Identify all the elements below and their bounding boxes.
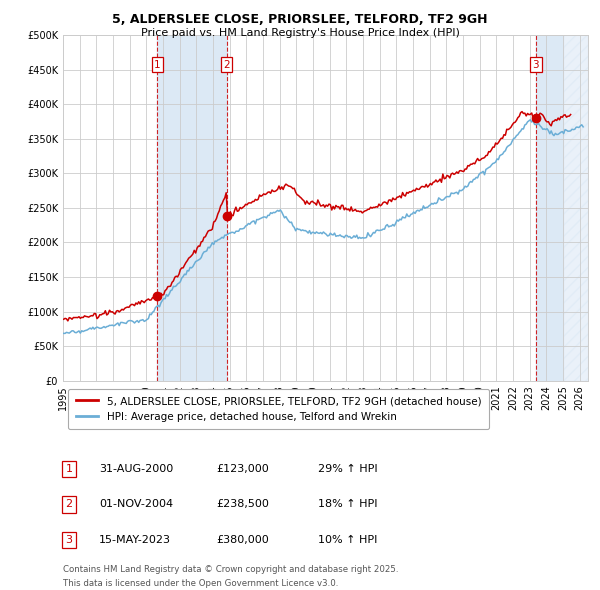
Text: 1: 1 xyxy=(154,60,161,70)
Text: 5, ALDERSLEE CLOSE, PRIORSLEE, TELFORD, TF2 9GH: 5, ALDERSLEE CLOSE, PRIORSLEE, TELFORD, … xyxy=(112,13,488,26)
Bar xyxy=(563,35,588,381)
Text: £238,500: £238,500 xyxy=(216,500,269,509)
Text: 1: 1 xyxy=(65,464,73,474)
Text: 15-MAY-2023: 15-MAY-2023 xyxy=(99,535,171,545)
Text: 3: 3 xyxy=(533,60,539,70)
Text: Contains HM Land Registry data © Crown copyright and database right 2025.: Contains HM Land Registry data © Crown c… xyxy=(63,565,398,574)
Text: 18% ↑ HPI: 18% ↑ HPI xyxy=(318,500,377,509)
Text: 29% ↑ HPI: 29% ↑ HPI xyxy=(318,464,377,474)
Text: £123,000: £123,000 xyxy=(216,464,269,474)
Bar xyxy=(536,35,563,381)
Bar xyxy=(157,35,227,381)
Text: £380,000: £380,000 xyxy=(216,535,269,545)
Text: 31-AUG-2000: 31-AUG-2000 xyxy=(99,464,173,474)
Text: 10% ↑ HPI: 10% ↑ HPI xyxy=(318,535,377,545)
Text: Price paid vs. HM Land Registry's House Price Index (HPI): Price paid vs. HM Land Registry's House … xyxy=(140,28,460,38)
Text: 2: 2 xyxy=(65,500,73,509)
Text: 01-NOV-2004: 01-NOV-2004 xyxy=(99,500,173,509)
Text: This data is licensed under the Open Government Licence v3.0.: This data is licensed under the Open Gov… xyxy=(63,579,338,588)
Legend: 5, ALDERSLEE CLOSE, PRIORSLEE, TELFORD, TF2 9GH (detached house), HPI: Average p: 5, ALDERSLEE CLOSE, PRIORSLEE, TELFORD, … xyxy=(68,389,488,429)
Text: 3: 3 xyxy=(65,535,73,545)
Text: 2: 2 xyxy=(224,60,230,70)
